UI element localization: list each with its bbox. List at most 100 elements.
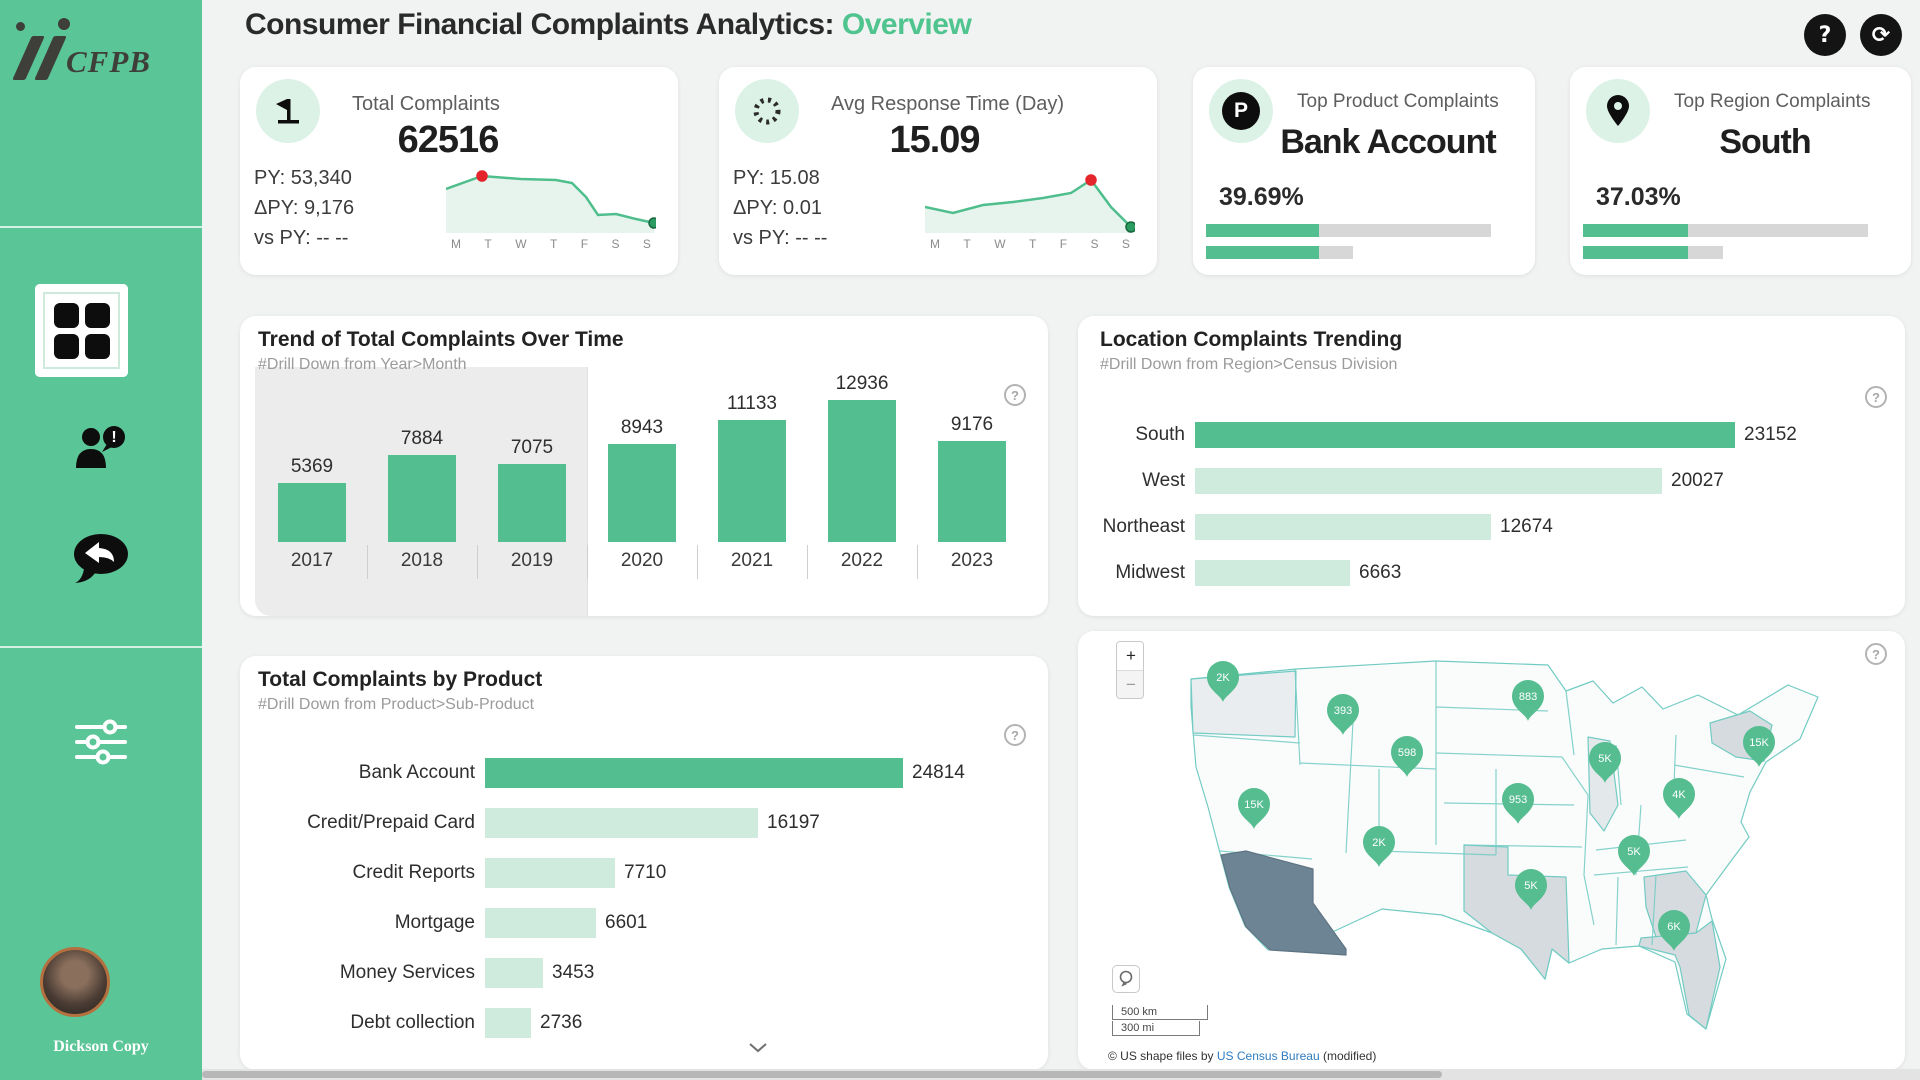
- spark-axis-label: F: [580, 237, 589, 251]
- bar-bank-account[interactable]: [485, 758, 903, 788]
- cfpb-logo: CFPB: [12, 14, 194, 84]
- logo-dot: [58, 18, 70, 30]
- kpi-vs-py: vs PY: -- --: [733, 227, 828, 249]
- map-pin-5k[interactable]: 5K: [1515, 869, 1547, 910]
- map-card: ? 2K 393 598 883 5K 953 15K 4K 15K 2K 5K 5K 6K: [1078, 631, 1905, 1070]
- axis-tick: [697, 545, 698, 579]
- us-map[interactable]: 2K 393 598 883 5K 953 15K 4K 15K 2K 5K 5K 6K: [1096, 645, 1888, 1047]
- sidebar-item-responses[interactable]: [0, 530, 202, 586]
- help-button[interactable]: ?: [1804, 14, 1846, 56]
- refresh-icon: ⟳: [1871, 22, 1891, 48]
- bar-category-label: Debt collection: [350, 1012, 475, 1033]
- bar-category-label: Midwest: [1115, 562, 1185, 583]
- location-help-icon[interactable]: ?: [1865, 386, 1887, 408]
- product-plot-area[interactable]: Bank Account 24814 Credit/Prepaid Card 1619…: [240, 656, 1048, 1070]
- kpi-card-total-complaints: Total Complaints 62516 PY: 53,340 ΔPY: 9…: [240, 67, 678, 275]
- map-pin-15k[interactable]: 15K: [1743, 726, 1775, 767]
- bar-south[interactable]: [1195, 422, 1735, 448]
- map-help-icon[interactable]: ?: [1865, 643, 1887, 665]
- trend-bar-2022[interactable]: [828, 400, 896, 542]
- bar-value: 2736: [540, 1012, 583, 1033]
- region-progress-bar-1: [1583, 224, 1868, 237]
- trend-bar-2019[interactable]: [498, 464, 566, 542]
- bar-debt-collection[interactable]: [485, 1008, 531, 1038]
- bar-midwest[interactable]: [1195, 560, 1350, 586]
- spark-axis-label: W: [994, 237, 1006, 251]
- sync-button[interactable]: ⟳: [1860, 14, 1902, 56]
- bar-west[interactable]: [1195, 468, 1662, 494]
- trend-bar-2017[interactable]: [278, 483, 346, 542]
- spark-axis-label: W: [515, 237, 527, 251]
- sidebar-item-dashboard[interactable]: [35, 284, 128, 377]
- trend-help-icon[interactable]: ?: [1004, 384, 1026, 406]
- map-pin-6k[interactable]: 6K: [1658, 910, 1690, 951]
- bar-credit-reports[interactable]: [485, 858, 615, 888]
- trend-bar-2023[interactable]: [938, 441, 1006, 542]
- map-pin-953[interactable]: 953: [1502, 783, 1534, 824]
- bar-category-label: Mortgage: [394, 912, 475, 933]
- kpi-delta: ΔPY: 0.01: [733, 197, 822, 219]
- sparkline-total-complaints: [445, 167, 660, 233]
- expand-chevron-icon[interactable]: [748, 1040, 768, 1058]
- axis-tick: [367, 545, 368, 579]
- user-avatar[interactable]: [40, 947, 110, 1017]
- svg-text:15K: 15K: [1749, 737, 1769, 749]
- kpi-label: Top Region Complaints: [1674, 91, 1871, 112]
- axis-tick: [807, 545, 808, 579]
- map-pin-2k[interactable]: 2K: [1207, 661, 1239, 702]
- bar-category-label: Bank Account: [358, 762, 475, 783]
- svg-text:598: 598: [1398, 747, 1416, 759]
- map-pin-393[interactable]: 393: [1327, 694, 1359, 735]
- product-help-icon[interactable]: ?: [1004, 724, 1026, 746]
- trend-plot-area[interactable]: 5369 2017 7884 2018 7075 2019 8943 2020 11133 202…: [240, 316, 1048, 616]
- region-icon-bubble: [1586, 79, 1650, 143]
- svg-text:5K: 5K: [1524, 880, 1538, 892]
- map-pin-5k[interactable]: 5K: [1589, 742, 1621, 783]
- map-zoom-in-button[interactable]: +: [1117, 642, 1143, 670]
- bar-credit-prepaid-card[interactable]: [485, 808, 758, 838]
- sidebar-item-filters[interactable]: [0, 716, 202, 768]
- map-zoom-out-button[interactable]: −: [1117, 670, 1143, 698]
- trend-axis-label: 2021: [730, 550, 774, 571]
- location-pin-icon: [1607, 95, 1629, 126]
- map-pin-598[interactable]: 598: [1391, 736, 1423, 777]
- attribution-text: © US shape files by: [1108, 1049, 1217, 1063]
- bar-northeast[interactable]: [1195, 514, 1491, 540]
- map-zoom-control: + −: [1116, 641, 1144, 699]
- logo-dot: [16, 22, 25, 31]
- trend-chart-title: Trend of Total Complaints Over Time: [258, 328, 624, 351]
- bar-value: 16197: [767, 812, 820, 833]
- trend-bar-value: 9176: [950, 414, 994, 435]
- map-pin-4k[interactable]: 4K: [1663, 778, 1695, 819]
- kpi-label: Total Complaints: [352, 93, 500, 115]
- page-title-main: Consumer Financial Complaints Analytics:: [245, 8, 835, 41]
- bar-money-services[interactable]: [485, 958, 543, 988]
- svg-text:!: !: [111, 429, 116, 446]
- census-bureau-link[interactable]: US Census Bureau: [1216, 1049, 1320, 1063]
- scrollbar-thumb[interactable]: [202, 1071, 1442, 1078]
- map-pin-2k[interactable]: 2K: [1363, 826, 1395, 867]
- map-pin-5k[interactable]: 5K: [1618, 835, 1650, 876]
- location-plot-area[interactable]: South 23152 West 20027 Northeast 12674 Midwest…: [1078, 316, 1905, 616]
- sidebar-item-complainants[interactable]: !: [0, 424, 202, 476]
- trend-bar-value: 11133: [726, 393, 777, 414]
- page-title: Consumer Financial Complaints Analytics:…: [245, 8, 972, 42]
- kpi-card-top-region: Top Region Complaints South 37.03%: [1570, 67, 1911, 275]
- horizontal-scrollbar[interactable]: [202, 1069, 1920, 1080]
- map-pin-15k[interactable]: 15K: [1238, 788, 1270, 829]
- map-pin-883[interactable]: 883: [1512, 680, 1544, 721]
- trend-chart-card: Trend of Total Complaints Over Time #Dri…: [240, 316, 1048, 616]
- trend-bar-2018[interactable]: [388, 455, 456, 542]
- page-title-highlight: Overview: [841, 8, 972, 41]
- trend-axis-label: 2017: [290, 550, 334, 571]
- sidebar-divider: [0, 646, 202, 648]
- map-balloon-toggle-button[interactable]: [1112, 965, 1140, 993]
- trend-bar-value: 8943: [620, 417, 664, 438]
- bar-value: 6663: [1359, 562, 1402, 583]
- spark-axis-label: T: [484, 237, 492, 251]
- bar-mortgage[interactable]: [485, 908, 596, 938]
- trend-bar-2021[interactable]: [718, 420, 786, 542]
- location-chart-card: Location Complaints Trending #Drill Down…: [1078, 316, 1905, 616]
- trend-bar-2020[interactable]: [608, 444, 676, 542]
